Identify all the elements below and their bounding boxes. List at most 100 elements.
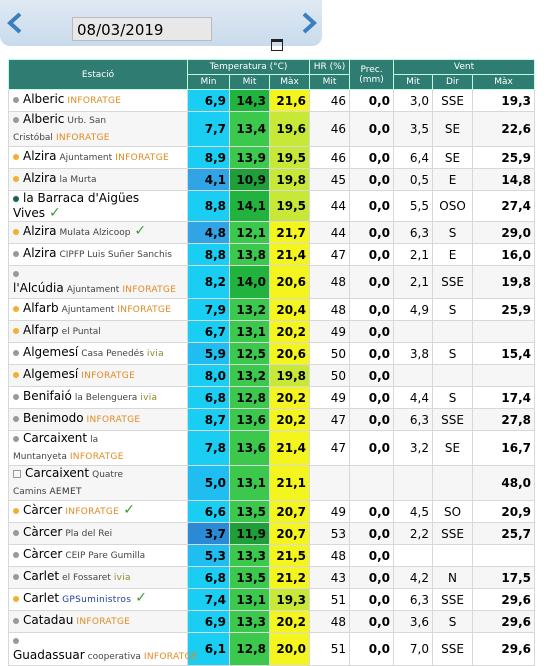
station-marker <box>13 327 19 334</box>
station-name: Algemesí <box>23 367 79 381</box>
station-tag: AEMET <box>49 487 82 497</box>
value-cell: 20,2 <box>268 610 311 633</box>
check-icon: ✓ <box>134 223 147 239</box>
value-cell: 4,8 <box>187 221 230 244</box>
value-cell: 12,5 <box>229 342 270 365</box>
header-station: Estació <box>8 59 188 90</box>
station-table: Estació Temperatura (°C) HR (%) Prec. (m… <box>8 59 536 666</box>
value-cell: 4,5 <box>393 500 434 523</box>
station-name: Càrcer <box>23 525 63 539</box>
station-row: Carcaixent Quatre Camins AEMET 5,0 13,1 21,1 4… <box>8 465 536 501</box>
value-cell: 14,0 <box>229 265 270 299</box>
station-name: Càrcer <box>23 503 63 517</box>
station-tag: ivia <box>146 349 164 359</box>
station-row: Algemesí Casa Penedés ivia 5,9 12,5 20,6 50 0,0… <box>8 342 536 365</box>
station-row: Alfarp el Puntal 6,7 13,1 20,2 49 0,0 <box>8 320 536 343</box>
value-cell <box>472 364 536 387</box>
value-cell: 5,5 <box>393 190 434 222</box>
value-cell: 5,9 <box>187 342 230 365</box>
station-cell: Alberic INFORATGE <box>8 89 188 112</box>
station-tag: INFORATGE <box>65 507 120 517</box>
station-sub: CIPFP Luis Suñer Sanchis <box>59 250 172 260</box>
header-sub: Màx <box>268 74 311 90</box>
header-prec: Prec. (mm) <box>349 59 395 90</box>
value-cell: S <box>432 221 474 244</box>
value-cell: 0,0 <box>349 544 395 567</box>
station-tag: INFORATGE <box>86 415 141 425</box>
value-cell: SSE <box>432 522 474 545</box>
value-cell: 29,6 <box>472 610 536 633</box>
station-sub: Casa Penedés <box>81 349 144 359</box>
value-cell: 8,2 <box>187 265 230 299</box>
station-name: Alfarb <box>23 301 59 315</box>
value-cell: 13,3 <box>229 610 270 633</box>
value-cell: 6,8 <box>187 386 230 409</box>
value-cell: 20,6 <box>268 342 311 365</box>
station-cell: Benifaió la Belenguera ivia <box>8 386 188 409</box>
value-cell: 48 <box>309 298 351 321</box>
value-cell: 21,2 <box>268 566 311 589</box>
calendar-icon[interactable] <box>271 39 283 51</box>
station-cell: Alzira Mulata Alzicoop ✓ <box>8 221 188 244</box>
station-row: Càrcer Pla del Rei 3,7 11,9 20,7 53 0,0 2,2 SSE 2… <box>8 522 536 545</box>
value-cell: SE <box>432 146 474 169</box>
value-cell: 0,0 <box>349 430 395 466</box>
value-cell: 14,8 <box>472 168 536 191</box>
station-cell: Guadassuar cooperativa INFORATGE <box>8 632 197 666</box>
station-row: Catadau INFORATGE 6,9 13,3 20,2 48 0,0 3,6 S 29,6 <box>8 610 536 633</box>
value-cell: 48 <box>309 610 351 633</box>
value-cell: 0,0 <box>349 111 395 147</box>
station-sub: el Fossaret <box>62 573 111 583</box>
station-cell: Catadau INFORATGE <box>8 610 188 633</box>
value-cell: 3,7 <box>187 522 230 545</box>
value-cell: 13,2 <box>229 298 270 321</box>
station-cell: Alzira CIPFP Luis Suñer Sanchis <box>8 243 188 266</box>
value-cell: E <box>432 243 474 266</box>
station-sub: el Puntal <box>61 327 101 337</box>
value-cell: 20,4 <box>268 298 311 321</box>
value-cell: 27,4 <box>472 190 536 222</box>
value-cell: 0,5 <box>393 168 434 191</box>
station-sub: Pla del Rei <box>65 529 113 539</box>
station-name: Alfarp <box>23 323 59 337</box>
header-sub: Màx <box>472 74 536 90</box>
value-cell: 0,0 <box>349 146 395 169</box>
value-cell: 27,8 <box>472 408 536 431</box>
station-marker <box>13 469 21 478</box>
station-cell: la Barraca d'Aigües Vives ✓ <box>8 190 188 222</box>
value-cell: 5,3 <box>187 544 230 567</box>
station-marker <box>13 305 19 312</box>
station-marker <box>13 393 19 400</box>
value-cell: 6,3 <box>393 221 434 244</box>
value-cell: SO <box>432 500 474 523</box>
station-marker <box>13 371 19 378</box>
station-cell: Alfarb Ajuntament INFORATGE <box>8 298 188 321</box>
value-cell: 44 <box>309 221 351 244</box>
value-cell: 20,2 <box>268 320 311 343</box>
station-sub: la Muntanyeta <box>13 435 99 462</box>
value-cell: 46 <box>309 146 351 169</box>
value-cell: SE <box>432 111 474 147</box>
date-input[interactable]: 08/03/2019 <box>72 17 283 51</box>
next-day[interactable] <box>300 12 318 34</box>
value-cell: 13,1 <box>229 465 270 501</box>
value-cell: 6,7 <box>187 320 230 343</box>
station-marker <box>13 573 19 580</box>
station-row: Alzira Mulata Alzicoop ✓ 4,8 12,1 21,7 44 0,0 6,… <box>8 221 536 244</box>
value-cell: 15,4 <box>472 342 536 365</box>
value-cell: 49 <box>309 320 351 343</box>
prev-day[interactable] <box>6 12 24 34</box>
check-icon: ✓ <box>49 205 61 221</box>
value-cell: 3,2 <box>393 430 434 466</box>
value-cell: 0,0 <box>349 298 395 321</box>
value-cell: 0,0 <box>349 566 395 589</box>
value-cell: SSE <box>432 408 474 431</box>
value-cell: 48 <box>309 265 351 299</box>
station-marker <box>13 595 19 602</box>
value-cell: 17,4 <box>472 386 536 409</box>
station-marker <box>13 250 19 257</box>
value-cell: 29,6 <box>472 632 536 666</box>
station-name: Benifaió <box>23 389 72 403</box>
value-cell: 20,7 <box>268 522 311 545</box>
station-tag: ivia <box>140 393 158 403</box>
